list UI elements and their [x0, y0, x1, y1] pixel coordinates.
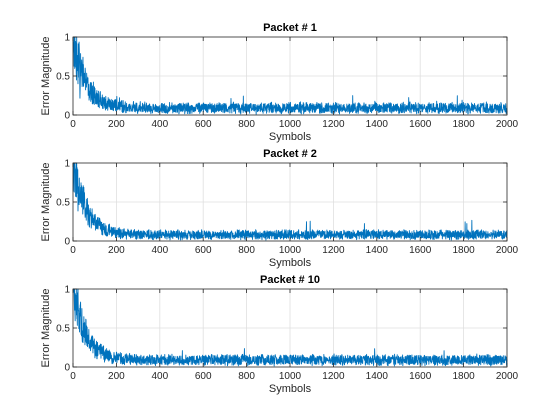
x-tick-label: 2000 [496, 245, 519, 256]
x-tick-label: 0 [70, 119, 76, 130]
x-tick-label: 400 [151, 371, 168, 382]
x-tick-label: 1200 [322, 245, 345, 256]
x-tick-label: 0 [70, 371, 76, 382]
subplot-3: 0 200 400 600 800 1000 1200 1400 1600 1800 2000 0 0.… [40, 274, 519, 395]
y-tick-label: 1 [64, 285, 70, 296]
x-tick-label: 200 [108, 245, 125, 256]
y-tick-label: 0 [64, 363, 70, 374]
x-tick-label: 1200 [322, 371, 345, 382]
x-axis-label: Symbols [269, 131, 312, 143]
x-tick-label: 200 [108, 119, 125, 130]
x-tick-label: 400 [151, 119, 168, 130]
x-tick-label: 1600 [409, 119, 432, 130]
x-tick-label: 800 [238, 371, 255, 382]
x-tick-label: 1400 [366, 119, 389, 130]
x-tick-label: 1400 [366, 245, 389, 256]
x-tick-label: 1400 [366, 371, 389, 382]
series-line [72, 288, 508, 367]
series-line [72, 162, 508, 241]
x-tick-label: 0 [70, 245, 76, 256]
y-axis-label: Error Magnitude [40, 37, 52, 116]
x-tick-label: 2000 [496, 371, 519, 382]
x-tick-label: 600 [195, 371, 212, 382]
y-axis-label: Error Magnitude [40, 289, 52, 368]
x-axis-label: Symbols [269, 383, 312, 395]
series-line [72, 36, 508, 115]
chart-title: Packet # 2 [263, 148, 317, 160]
y-tick-label: 0.5 [56, 72, 70, 83]
chart-title: Packet # 10 [260, 274, 320, 286]
x-tick-label: 1200 [322, 119, 345, 130]
x-tick-label: 1600 [409, 371, 432, 382]
x-tick-label: 1800 [452, 371, 475, 382]
x-tick-label: 1800 [452, 119, 475, 130]
y-axis-label: Error Magnitude [40, 163, 52, 242]
x-tick-label: 400 [151, 245, 168, 256]
x-tick-label: 800 [238, 119, 255, 130]
subplot-1: 0 200 400 600 800 1000 1200 1400 1600 1800 2000 0 0.… [40, 22, 519, 143]
y-tick-label: 0.5 [56, 198, 70, 209]
x-tick-label: 600 [195, 119, 212, 130]
x-tick-label: 1000 [279, 371, 302, 382]
y-tick-label: 0 [64, 237, 70, 248]
x-tick-label: 1000 [279, 119, 302, 130]
x-tick-label: 200 [108, 371, 125, 382]
y-tick-label: 1 [64, 33, 70, 44]
x-tick-label: 2000 [496, 119, 519, 130]
y-tick-label: 0.5 [56, 324, 70, 335]
x-tick-label: 1600 [409, 245, 432, 256]
x-tick-label: 1800 [452, 245, 475, 256]
x-tick-label: 800 [238, 245, 255, 256]
x-tick-label: 600 [195, 245, 212, 256]
x-axis-label: Symbols [269, 257, 312, 269]
y-tick-label: 0 [64, 111, 70, 122]
chart-title: Packet # 1 [263, 22, 317, 34]
x-tick-label: 1000 [279, 245, 302, 256]
subplot-2: 0 200 400 600 800 1000 1200 1400 1600 1800 2000 0 0.… [40, 148, 519, 269]
y-tick-label: 1 [64, 159, 70, 170]
